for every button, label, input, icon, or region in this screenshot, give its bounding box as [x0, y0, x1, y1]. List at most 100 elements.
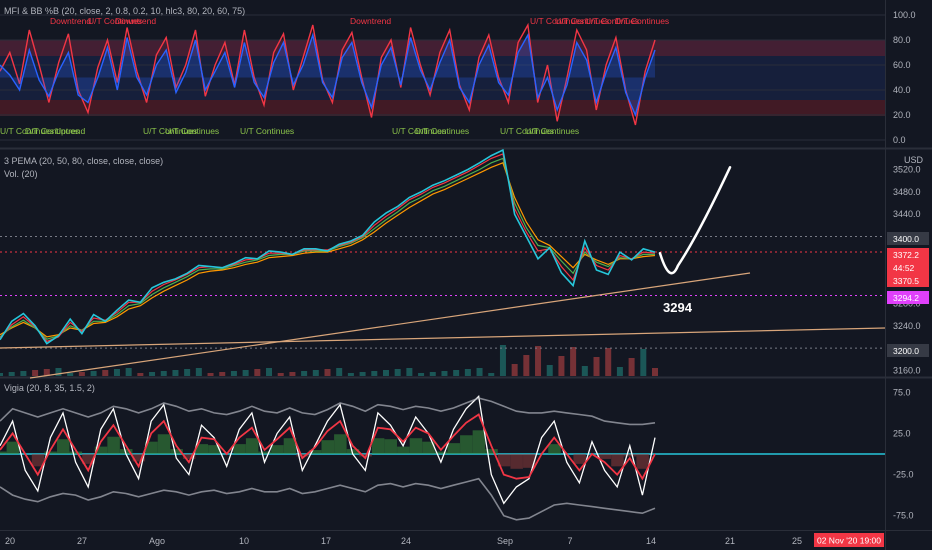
price-line-pema-50[interactable] [0, 157, 655, 340]
price-badge: 3400.0 [893, 234, 919, 244]
volume-bar [605, 348, 612, 376]
mfi-tag-bottom: U/T Continues [525, 126, 579, 136]
vigia-hist-bar [233, 444, 246, 454]
price-badge-bg [887, 232, 929, 245]
date-cursor-badge: 02 Nov '20 19:00 [814, 533, 884, 547]
vigia-hist-bar [334, 434, 347, 454]
mfi-y-tick: 20.0 [893, 110, 911, 120]
mfi-tag-top: U/T Continues [555, 16, 609, 26]
price-line-pema-80[interactable] [0, 162, 656, 338]
price-badges-group: 3372.2 44:52 3370.5 3294.2 3400.0 3200.0 [887, 232, 929, 357]
vigia-hist-bar [510, 454, 523, 469]
vigia-hist-bar [623, 454, 637, 457]
vigia-hist-bar [69, 451, 83, 454]
volume-bar [102, 370, 109, 376]
vigia-hist-bar [245, 438, 259, 454]
projection-path[interactable] [658, 166, 732, 275]
mfi-series-group [0, 22, 656, 126]
price-y-tick: 3240.0 [893, 321, 921, 331]
vigia-hist-bar [94, 446, 108, 454]
vigia-hist-bar [384, 439, 397, 454]
volume-bar [0, 373, 3, 376]
vigia-hist-bar [573, 454, 586, 464]
volume-bar [230, 371, 237, 376]
mfi-tag-bottom: U/T Continues [240, 126, 294, 136]
vigia-hist-bar [283, 438, 297, 454]
volume-bar [441, 371, 448, 376]
mfi-tag-top: U/T Continues [88, 16, 142, 26]
volume-bar [137, 373, 144, 376]
mfi-tag-top: D/T Continues [615, 16, 669, 26]
trendline-long[interactable] [0, 327, 886, 349]
volume-bar [464, 369, 471, 376]
volume-bar [628, 358, 635, 376]
time-axis-group: 20 27 Ago 10 17 24 Sep 7 14 21 25 [5, 536, 802, 546]
price-badge-bg [887, 274, 929, 287]
volume-bar [242, 370, 249, 376]
mfi-tag-bottom: U/T Continues [143, 126, 197, 136]
vigia-pane-label[interactable]: Vigia (20, 8, 35, 1.5, 2) [4, 383, 95, 393]
trendlines-group [0, 272, 886, 379]
time-axis-tick: 10 [239, 536, 249, 546]
mfi-tag-top: U/T Continues [530, 16, 584, 26]
vigia-hist-bar [598, 454, 612, 459]
vigia-line-fast[interactable] [0, 395, 656, 505]
mfi-line-bb-b[interactable] [0, 32, 656, 118]
mfi-tag-top: Downtrend [50, 16, 91, 26]
price-y-tick: 3440.0 [893, 209, 921, 219]
price-line-pema-20[interactable] [0, 153, 656, 343]
volume-bar [570, 347, 577, 376]
trendline-short[interactable] [29, 272, 751, 379]
vigia-hist-bar [447, 443, 460, 454]
volume-bar [90, 371, 97, 376]
volume-bar [312, 370, 319, 376]
vigia-line-upper[interactable] [0, 397, 656, 426]
mfi-y-tick: 60.0 [893, 60, 911, 70]
volume-bar [640, 349, 647, 376]
price-y-tick: 3520.0 [893, 165, 921, 175]
volume-bar [55, 368, 62, 376]
volume-bar [394, 369, 401, 376]
mfi-lower-band [0, 100, 885, 116]
volume-bar [20, 371, 27, 376]
price-badge: 3294.2 [893, 293, 919, 303]
vigia-line-signal[interactable] [0, 413, 656, 481]
vigia-hist-bar [308, 450, 322, 454]
mfi-tag-top: Downtrend [115, 16, 156, 26]
volume-bar [43, 369, 50, 376]
volume-bar [511, 364, 518, 376]
volume-bar [67, 373, 74, 376]
vigia-y-tick: 25.0 [893, 428, 911, 438]
time-axis-tick: 27 [77, 536, 87, 546]
vigia-hist-bar [371, 438, 385, 454]
volume-bar [406, 368, 413, 376]
vigia-hist-bar [611, 454, 624, 467]
price-series-group [0, 148, 656, 345]
volume-pane-label[interactable]: Vol. (20) [4, 169, 38, 179]
time-axis-tick: 21 [725, 536, 735, 546]
volume-bar [371, 371, 378, 376]
volume-bar [125, 368, 132, 376]
vigia-hist-bar [31, 454, 45, 467]
vigia-hist-bar [422, 441, 435, 454]
vigia-line-lower[interactable] [0, 477, 656, 521]
volume-bar [277, 373, 284, 376]
price-badge: 44:52 [893, 263, 915, 273]
mfi-y-tick: 0.0 [893, 135, 906, 145]
mfi-pane-label[interactable]: MFI & BB %B (20, close, 2, 0.8, 0.2, 10,… [4, 6, 245, 16]
vigia-hist-bar [397, 446, 410, 454]
mfi-tag-bottom: U/T Continues [0, 126, 54, 136]
price-line-price[interactable] [0, 148, 656, 345]
vigia-hist-bar [497, 454, 511, 467]
vigia-hist-bar [208, 445, 221, 454]
volume-bar [336, 368, 343, 376]
volume-bar [254, 369, 261, 376]
vigia-hist-bar [460, 435, 473, 454]
volume-bar [347, 373, 354, 376]
vigia-hist-bar [548, 444, 561, 454]
vigia-hist-bar [82, 454, 95, 464]
pema-pane-label[interactable]: 3 PEMA (20, 50, 80, close, close, close) [4, 156, 163, 166]
time-axis-tick: 20 [5, 536, 15, 546]
vigia-hist-bar [182, 454, 196, 459]
